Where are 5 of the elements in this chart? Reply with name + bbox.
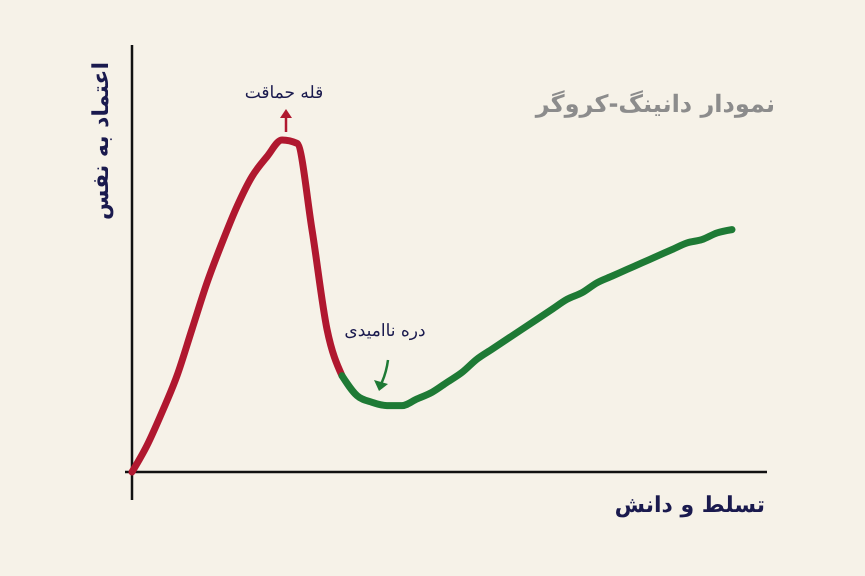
x-axis-title: تسلط و دانش (614, 493, 765, 518)
y-axis-title: اعتماد به نفس (89, 62, 114, 220)
chart-title: نمودار دانینگ-کروگر (534, 90, 775, 118)
annotation: دره ناامیدی (344, 321, 426, 341)
text: قله حماقت (244, 83, 324, 103)
